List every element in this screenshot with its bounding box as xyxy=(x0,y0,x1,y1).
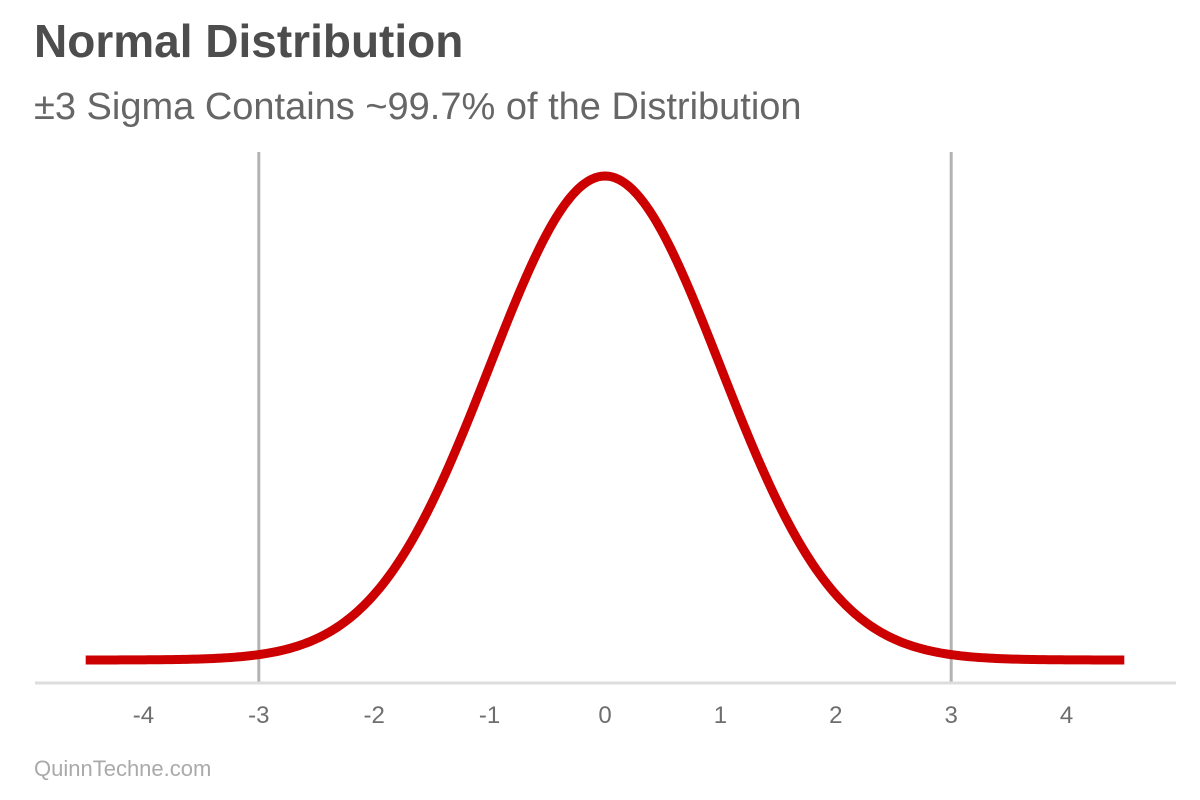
series-group xyxy=(84,171,1126,665)
x-tick-labels: -4 -3 -2 -1 0 1 2 3 4 xyxy=(133,702,1074,729)
x-tick-label: -3 xyxy=(248,702,269,729)
x-tick-label: -4 xyxy=(133,702,154,729)
source-credit: QuinnTechne.com xyxy=(34,756,212,781)
normal-curve-line xyxy=(84,171,1126,665)
x-tick-label: -2 xyxy=(364,702,385,729)
x-tick-label: -1 xyxy=(479,702,500,729)
x-tick-label: 4 xyxy=(1060,702,1073,729)
x-tick-label: 1 xyxy=(714,702,727,729)
x-tick-label: 2 xyxy=(829,702,842,729)
sigma-reference-lines xyxy=(257,152,953,683)
chart-title: Normal Distribution xyxy=(34,15,464,67)
x-tick-label: 3 xyxy=(945,702,958,729)
chart-subtitle: ±3 Sigma Contains ~99.7% of the Distribu… xyxy=(34,86,802,128)
x-tick-label: 0 xyxy=(598,702,611,729)
